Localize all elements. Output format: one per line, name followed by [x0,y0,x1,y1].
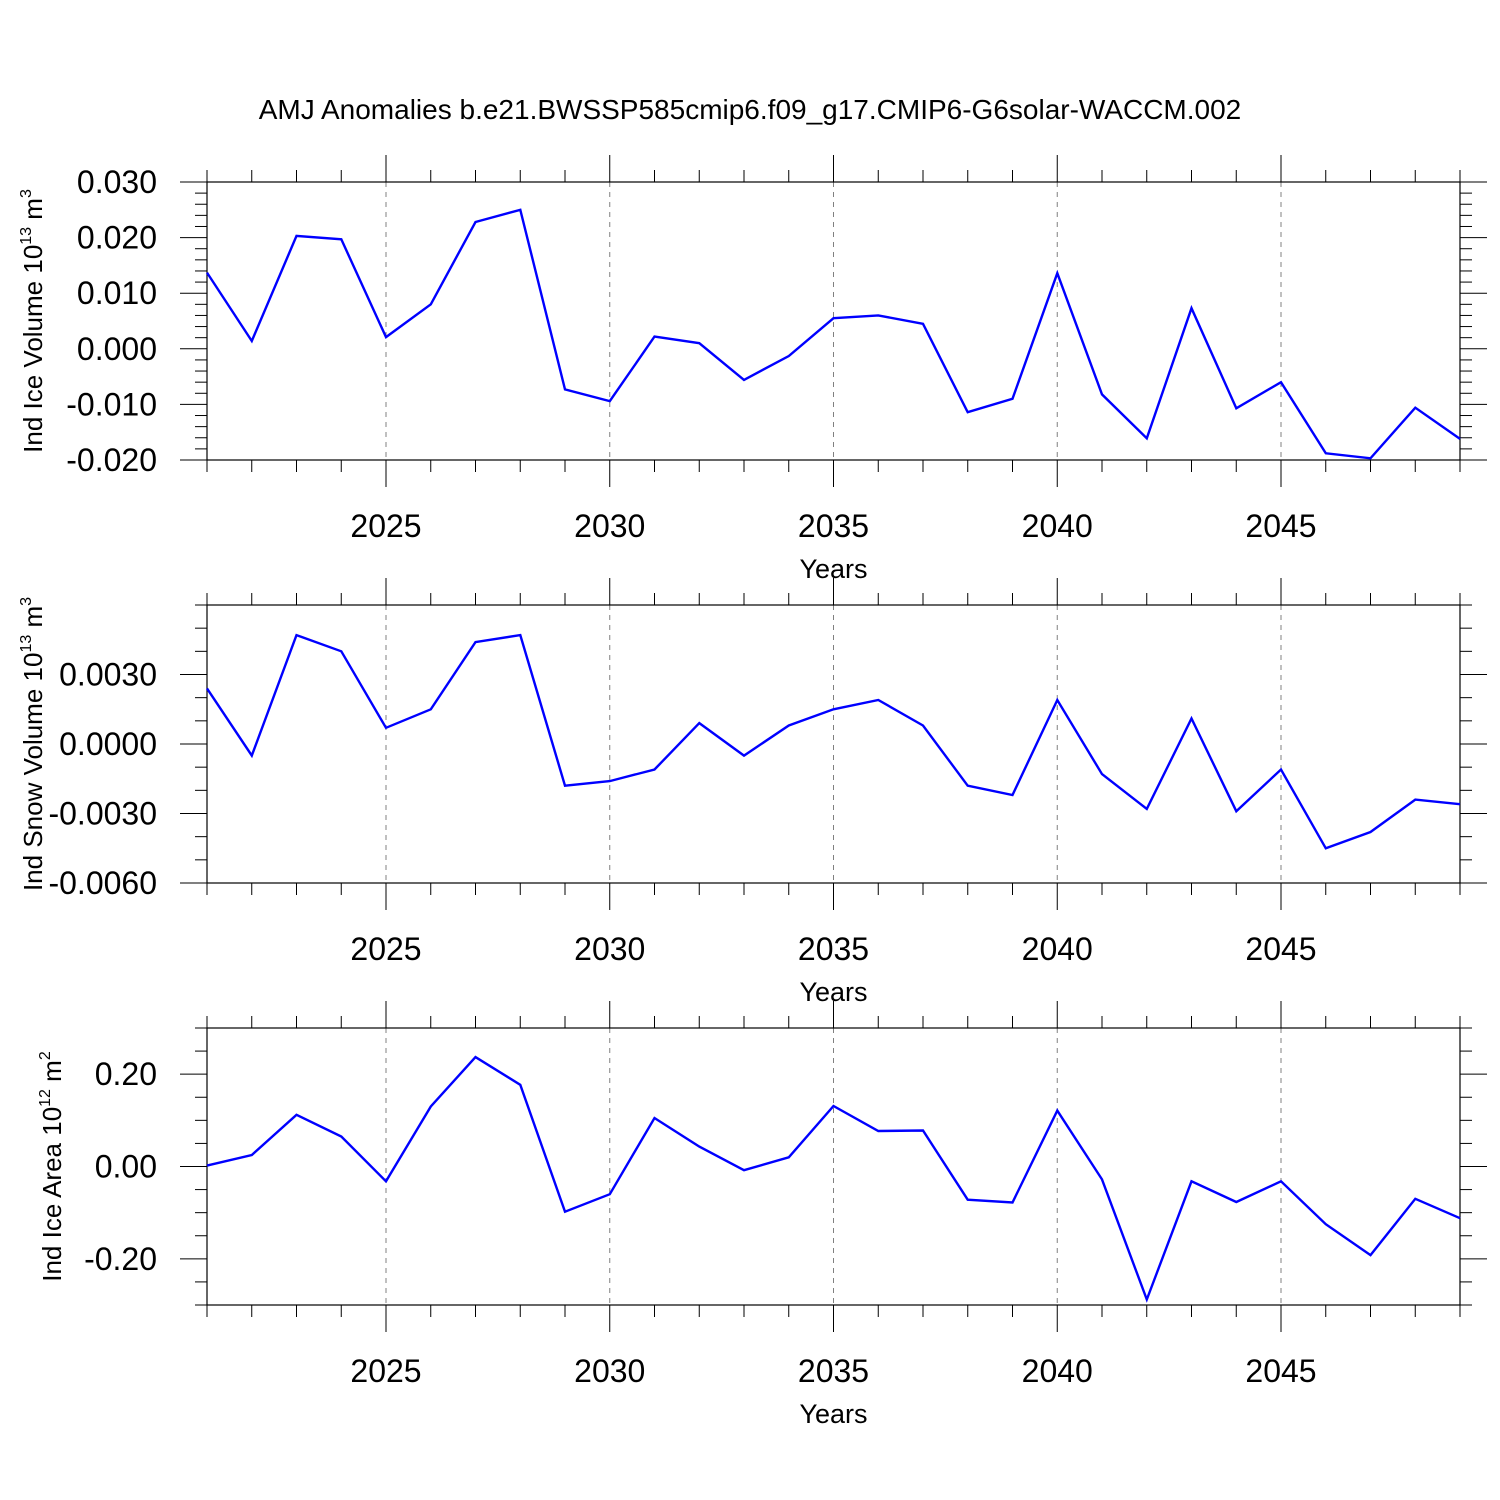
y-axis-label: Ind Snow Volume 1013 m3 [18,597,48,891]
series-line [205,208,1461,460]
y-tick-label: 0.0000 [59,726,157,762]
x-tick-label: 2045 [1245,931,1316,967]
x-tick-label: 2025 [350,1353,421,1389]
panel-1: 2025 2030 2035 2040 2045Years-0.020-0.0100.0… [18,155,1487,584]
panel-2: 2025 2030 2035 2040 2045Years-0.0060-0.00300… [18,578,1487,1007]
y-tick-label: 0.00 [95,1149,157,1185]
y-tick-label: 0.030 [77,164,157,200]
series-line [206,1055,1461,1303]
y-tick-label: -0.0030 [48,796,157,832]
x-tick-label: 2025 [350,508,421,544]
x-tick-label: 2030 [574,1353,645,1389]
x-tick-label: 2025 [350,931,421,967]
y-tick-label: 0.20 [95,1056,157,1092]
x-tick-label: 2035 [798,508,869,544]
y-tick-label: 0.0030 [59,657,157,693]
y-tick-label: 0.020 [77,220,157,256]
x-tick-label: 2040 [1022,508,1093,544]
y-tick-label: 0.010 [77,275,157,311]
y-tick-label: 0.000 [77,331,157,367]
x-tick-label: 2035 [798,1353,869,1389]
x-axis-label: Years [799,1399,867,1429]
x-tick-label: 2040 [1022,1353,1093,1389]
y-tick-label: -0.020 [66,442,157,478]
figure-title: AMJ Anomalies b.e21.BWSSP585cmip6.f09_g1… [259,94,1242,125]
y-tick-label: -0.20 [84,1241,157,1277]
y-tick-label: -0.010 [66,386,157,422]
x-tick-label: 2045 [1245,508,1316,544]
panel-3: 2025 2030 2035 2040 2045 Years -0.20 0.00 0.20 In… [37,1001,1487,1429]
x-tick-label: 2030 [574,931,645,967]
y-axis-label: Ind Ice Area 1012 m2 [37,1051,67,1282]
x-tick-label: 2030 [574,508,645,544]
y-axis-label: Ind Ice Volume 1013 m3 [18,189,48,453]
x-tick-label: 2035 [798,931,869,967]
x-tick-label: 2045 [1245,1353,1316,1389]
y-tick-label: -0.0060 [48,865,157,901]
series-line [206,633,1461,850]
x-tick-label: 2040 [1022,931,1093,967]
